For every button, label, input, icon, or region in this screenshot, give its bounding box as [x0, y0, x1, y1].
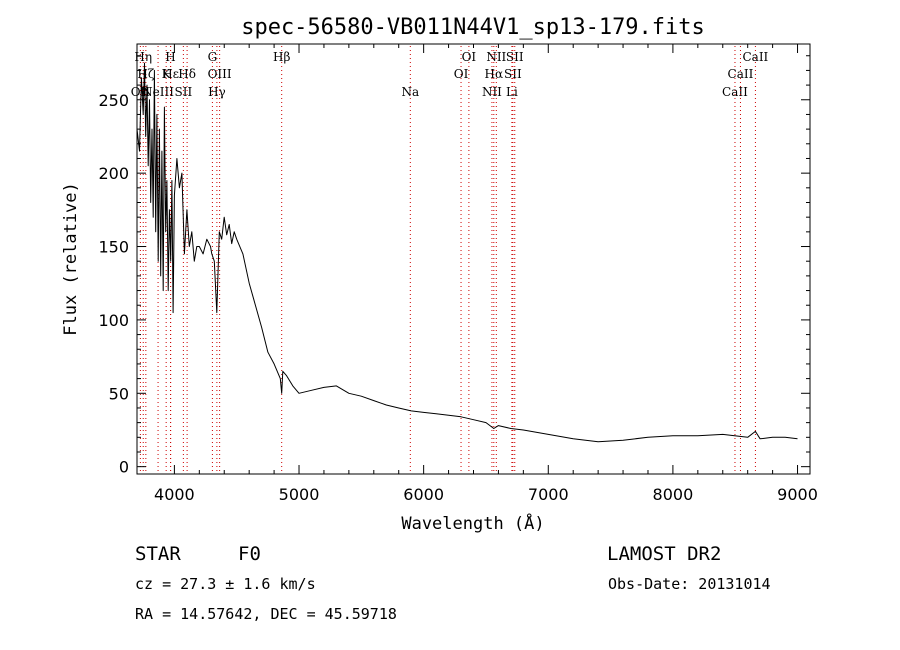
- line-label: CaII: [742, 50, 768, 64]
- ra-dec: RA = 14.57642, DEC = 45.59718: [135, 605, 397, 623]
- x-tick-label: 8000: [653, 485, 694, 504]
- line-label: Hε: [162, 67, 179, 81]
- line-label: NeIII: [142, 85, 174, 99]
- spectrum-layer: [136, 62, 798, 443]
- x-tick-label: 7000: [528, 485, 569, 504]
- line-label: SII: [506, 50, 524, 64]
- line-label: OI: [454, 67, 469, 81]
- y-tick-label: 200: [98, 164, 129, 183]
- x-tick-label: 4000: [154, 485, 195, 504]
- redshift-cz: cz = 27.3 ± 1.6 km/s: [135, 575, 316, 593]
- line-label: Li: [506, 85, 518, 99]
- object-subclass: F0: [238, 543, 261, 565]
- line-label: Hα: [485, 67, 504, 81]
- data-release: LAMOST DR2: [607, 543, 721, 565]
- line-label: OI: [462, 50, 477, 64]
- y-tick-label: 50: [109, 384, 129, 403]
- line-label: CaII: [722, 85, 748, 99]
- line-label: NII: [486, 50, 506, 64]
- x-axis: 4000 5000 6000 7000 8000 9000: [154, 44, 818, 504]
- chart-title: spec-56580-VB011N44V1_sp13-179.fits: [241, 15, 705, 40]
- line-label: K: [162, 67, 172, 81]
- observation-date: Obs-Date: 20131014: [608, 575, 771, 593]
- line-label: OIII: [208, 67, 232, 81]
- line-label: SII: [504, 67, 522, 81]
- line-label: CaII: [728, 67, 754, 81]
- line-label: Hβ: [273, 50, 290, 64]
- line-label: NII: [482, 85, 502, 99]
- y-axis-label: Flux (relative): [61, 182, 81, 336]
- object-class: STAR: [135, 543, 181, 565]
- x-tick-label: 9000: [777, 485, 818, 504]
- y-tick-label: 250: [98, 91, 129, 110]
- plot-frame: [136, 43, 811, 475]
- line-label: G: [208, 50, 218, 64]
- y-tick-label: 150: [98, 238, 129, 257]
- line-label: Hδ: [178, 67, 196, 81]
- spectrum-line: [136, 62, 798, 443]
- x-tick-label: 5000: [279, 485, 320, 504]
- x-tick-label: 6000: [403, 485, 444, 504]
- line-label: SII: [175, 85, 193, 99]
- y-tick-label: 0: [119, 458, 129, 477]
- x-axis-label: Wavelength (Å): [401, 512, 544, 534]
- line-label: Hγ: [208, 85, 226, 99]
- line-label: Hη: [134, 50, 152, 64]
- line-label: Na: [401, 85, 419, 99]
- line-label: H: [165, 50, 175, 64]
- y-axis: 0 50 100 150 200 250: [98, 55, 810, 477]
- spectral-line-markers: OIIHηHζNeIIIKHHεSIIHδGHγOIIIHβNaOIOINIIN…: [131, 46, 769, 472]
- y-tick-label: 100: [98, 311, 129, 330]
- line-label: Hζ: [137, 67, 154, 81]
